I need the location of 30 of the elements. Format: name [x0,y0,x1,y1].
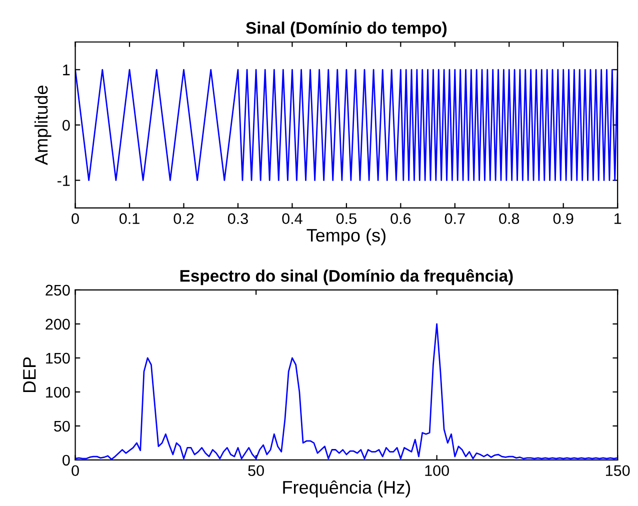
y-tick-label: 100 [46,386,70,398]
y-tick-label: 0 [62,454,70,466]
chart-title: Sinal (Domínio do tempo) [246,21,447,38]
y-tick-label: 200 [46,318,70,330]
x-tick-label: 0.8 [499,213,520,224]
y-tick-label: 250 [46,284,70,296]
x-tick-label: 0.2 [174,213,194,224]
x-tick-label: 50 [248,465,264,476]
x-tick-label: 100 [425,465,449,476]
x-tick-label: 0.3 [228,213,248,224]
x-axis-title: Frequência (Hz) [283,480,410,498]
x-tick-label: 0.1 [119,213,140,224]
y-axis-title: Amplitude [34,86,52,166]
x-tick-label: 0.9 [553,213,574,224]
chart-title: Espectro do sinal (Domínio da frequência) [180,269,513,286]
y-tick-label: -1 [58,175,70,186]
y-axis-title: DEP [23,357,36,392]
x-tick-label: 0.5 [336,213,356,224]
x-axis-title: Tempo (s) [306,228,386,246]
x-tick-label: 1 [614,213,622,224]
x-tick-label: 0 [72,465,79,476]
y-tick-label: 0 [62,120,70,131]
x-tick-label: 0.4 [282,213,302,224]
x-tick-label: 0.7 [444,213,465,224]
x-tick-label: 0 [72,213,79,224]
x-tick-label: 150 [606,465,630,476]
x-tick-label: 0.6 [390,213,411,224]
y-tick-label: 1 [63,64,70,76]
y-tick-label: 150 [46,352,70,364]
y-tick-label: 50 [54,420,70,432]
